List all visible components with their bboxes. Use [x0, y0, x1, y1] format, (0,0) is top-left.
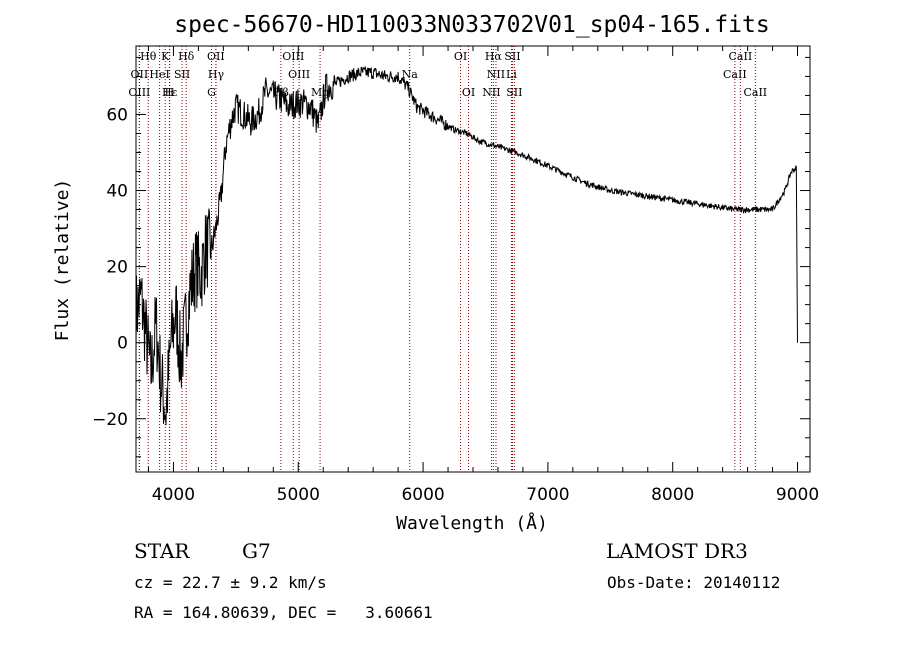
object-type: STAR [134, 539, 190, 563]
spectral-line-label: SII [504, 50, 520, 63]
y-tick-label: 20 [106, 258, 128, 278]
spectral-line-label: H [165, 86, 175, 99]
x-tick-label: 6000 [401, 485, 444, 505]
spectral-line-label: Hθ [140, 50, 157, 63]
x-tick-label: 4000 [152, 485, 195, 505]
spectral-line-label: NII [487, 68, 505, 81]
x-tick-label: 8000 [651, 485, 694, 505]
x-axis-ticks: 4000 5000 6000 7000 8000 9000 [147, 46, 819, 505]
spectral-line-label: Na [402, 68, 419, 81]
spectral-line-label: Hε [162, 86, 178, 99]
spectral-line-label: NII [482, 86, 500, 99]
chart-title: spec-56670-HD110033N033702V01_sp04-165.f… [174, 12, 769, 38]
observation-date: Obs-Date: 20140112 [607, 573, 781, 592]
survey-name: LAMOST DR3 [606, 539, 748, 563]
x-tick-label: 9000 [776, 485, 819, 505]
y-axis-ticks: −20 0 20 40 60 [92, 56, 810, 458]
flux-series-line [135, 66, 798, 426]
plot-frame [135, 45, 811, 473]
spectral-line-label: OIII [288, 68, 310, 81]
spectral-line-label: OI [462, 86, 475, 99]
spectral-line-label: Hα [485, 50, 503, 63]
x-axis-label: Wavelength (Å) [396, 512, 548, 534]
y-tick-label: 40 [106, 182, 128, 202]
spectral-line-label: OIII [128, 86, 150, 99]
y-axis-label: Flux (relative) [52, 179, 73, 342]
y-tick-label: −20 [92, 410, 128, 430]
spectral-line-label: CaII [743, 86, 767, 99]
spectral-line-label: Hδ [178, 50, 195, 63]
spectral-line-label: SII [174, 68, 190, 81]
spectral-line-label: G [207, 86, 216, 99]
redshift-text: cz = 22.7 ± 9.2 km/s [134, 573, 327, 592]
spectral-line-label: OII [207, 50, 225, 63]
spectral-line-label: CaII [723, 68, 747, 81]
spectral-line-label: HeI [149, 68, 169, 81]
spectral-line-label: Mg [311, 86, 329, 99]
spectral-line-label: Hγ [208, 68, 225, 81]
spectral-line-label: SII [506, 86, 522, 99]
y-tick-label: 0 [117, 334, 128, 354]
coordinates-text: RA = 164.80639, DEC = 3.60661 [134, 603, 433, 622]
x-tick-label: 7000 [526, 485, 569, 505]
y-tick-label: 60 [106, 105, 128, 125]
spectral-line-label: K [161, 50, 170, 63]
spectral-line-label: Li [506, 68, 517, 81]
spectral-subclass: G7 [242, 539, 271, 563]
spectral-line-label: OI [454, 50, 467, 63]
spectral-line-label: OIII [282, 50, 304, 63]
spectral-line-label: OII [131, 68, 149, 81]
x-tick-label: 5000 [277, 485, 320, 505]
spectral-line-markers [138, 46, 756, 472]
spectral-line-label: CaII [729, 50, 753, 63]
